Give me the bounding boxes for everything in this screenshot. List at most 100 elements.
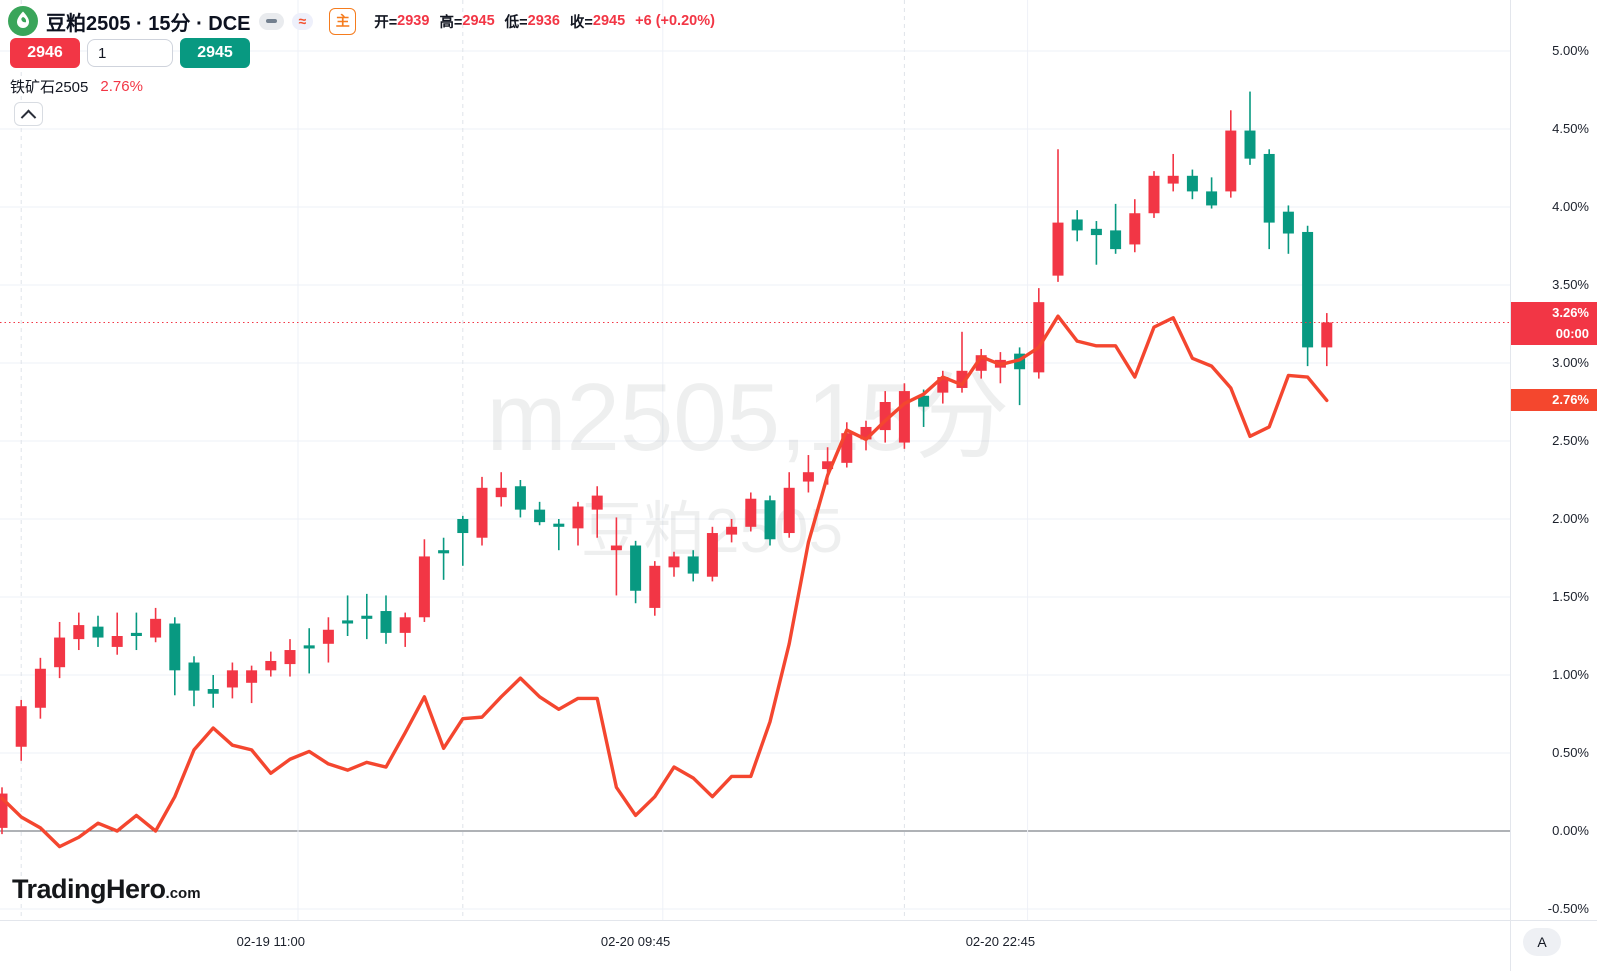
approx-price-toggle[interactable]: ≈: [291, 12, 314, 30]
candle-body-up: [322, 629, 334, 644]
dash-icon: [265, 19, 277, 23]
price-axis-tick: 2.00%: [1552, 511, 1589, 526]
compare-price-badge: 2.76%: [1511, 389, 1597, 412]
time-axis[interactable]: 02-19 11:00 02-20 09:45 02-20 22:45: [0, 920, 1510, 971]
candle-body-up: [1148, 175, 1160, 214]
candle-body-down: [130, 632, 142, 636]
buy-price-button[interactable]: 2945: [180, 38, 250, 68]
quantity-input[interactable]: [87, 39, 173, 67]
candle-body-up: [591, 495, 603, 510]
candle-body-up: [73, 625, 85, 640]
candle-body-down: [918, 395, 930, 407]
candle-body-up: [1052, 222, 1064, 276]
bar-countdown-badge: 00:00: [1511, 323, 1597, 346]
candle-body-up: [495, 487, 507, 498]
candle-body-down: [514, 486, 526, 510]
compare-legend-row[interactable]: 铁矿石2505 2.76%: [10, 76, 143, 97]
candle-body-up: [418, 556, 430, 618]
candle-body-up: [1321, 322, 1333, 348]
candle-body-down: [1263, 153, 1275, 223]
candle-body-up: [802, 472, 814, 482]
price-axis-tick: 3.50%: [1552, 277, 1589, 292]
auto-scale-button[interactable]: A: [1523, 928, 1561, 956]
candle-body-up: [226, 670, 238, 688]
candle-body-down: [457, 519, 469, 534]
price-axis-tick: 4.50%: [1552, 121, 1589, 136]
candle-body-up: [937, 377, 949, 393]
candle-body-down: [361, 615, 373, 619]
candle-body-down: [1282, 211, 1294, 234]
compare-symbol-value: 2.76%: [100, 78, 143, 95]
candle-body-down: [764, 500, 776, 540]
price-axis-tick: -0.50%: [1547, 901, 1589, 916]
candle-body-up: [975, 355, 987, 371]
candle-body-down: [1110, 230, 1122, 250]
candle-body-down: [1206, 191, 1218, 206]
candle-body-up: [284, 650, 296, 665]
current-price-badge: 3.26%: [1511, 302, 1597, 325]
price-axis-tick: 2.50%: [1552, 433, 1589, 448]
price-axis-tick: 4.00%: [1552, 199, 1589, 214]
candle-body-down: [438, 550, 450, 554]
time-axis-label: 02-19 11:00: [236, 934, 306, 949]
candle-body-down: [687, 556, 699, 574]
candle-body-up: [399, 617, 411, 633]
sell-price-button[interactable]: 2946: [10, 38, 80, 68]
change-readout: +6 (+0.20%): [635, 13, 715, 29]
brand-logo: TradingHero .com: [12, 874, 201, 905]
chevron-up-icon: [20, 109, 37, 125]
candle-body-up: [111, 636, 123, 647]
chart-header: 豆粕2505 · 15分 · DCE ≈ 主 开= 2939 高= 2945 低= 293…: [8, 6, 715, 36]
candle-body-up: [1167, 175, 1179, 184]
candle-body-up: [822, 461, 834, 470]
symbol-title[interactable]: 豆粕2505 · 15分 · DCE: [46, 12, 251, 35]
candle-body-up: [1033, 302, 1045, 373]
compare-line-series: [0, 314, 1329, 849]
chart-plot-area[interactable]: m2505,15分 豆粕2505: [0, 0, 1510, 920]
price-axis[interactable]: 3.26% 00:00 2.76% 5.00% 4.50% 4.00% 3.50% 3.…: [1510, 0, 1597, 920]
candle-body-up: [1225, 130, 1237, 192]
ohlc-item: 高= 2945: [439, 13, 495, 31]
candle-body-down: [342, 620, 354, 624]
candle-body-down: [92, 626, 104, 638]
candle-body-up: [745, 498, 757, 527]
candle-body-up: [610, 545, 622, 551]
candle-body-up: [54, 637, 66, 668]
watermark-symbol: m2505,15分: [487, 364, 1010, 471]
candle-body-down: [553, 523, 565, 527]
brand-name: TradingHero: [12, 874, 166, 904]
candle-body-up: [860, 426, 872, 440]
candle-body-down: [303, 645, 315, 649]
compare-symbol-name: 铁矿石2505: [10, 79, 89, 96]
price-axis-tick: 0.00%: [1552, 823, 1589, 838]
candle-body-up: [0, 793, 8, 828]
candle-body-up: [841, 433, 853, 463]
candle-body-up: [1129, 213, 1141, 245]
candle-body-down: [1090, 228, 1102, 236]
price-axis-tick: 1.50%: [1552, 589, 1589, 604]
ohlc-item: 低= 2936: [504, 13, 560, 31]
collapse-legend-button[interactable]: [14, 102, 43, 126]
main-contract-badge[interactable]: 主: [329, 7, 357, 35]
ohlc-item: 收= 2945: [569, 13, 626, 31]
candle-body-up: [150, 618, 162, 638]
candle-body-down: [188, 662, 200, 691]
candle-body-down: [1244, 130, 1256, 159]
candle-body-down: [169, 623, 181, 671]
time-axis-label: 02-20 09:45: [600, 934, 671, 949]
candle-body-down: [630, 545, 642, 591]
candle-body-up: [783, 487, 795, 534]
candle-body-up: [668, 556, 680, 568]
candle-body-up: [265, 660, 277, 671]
minimize-toggle[interactable]: [258, 12, 284, 30]
candle-body-up: [34, 668, 46, 708]
candle-body-down: [1186, 175, 1198, 192]
ohlc-item: 开= 2939: [374, 13, 430, 31]
symbol-logo-icon: [8, 6, 38, 36]
price-axis-tick: 5.00%: [1552, 43, 1589, 58]
candle-body-down: [1302, 231, 1314, 348]
candle-body-up: [649, 565, 661, 608]
candle-body-up: [898, 391, 910, 443]
candle-body-up: [879, 402, 891, 431]
